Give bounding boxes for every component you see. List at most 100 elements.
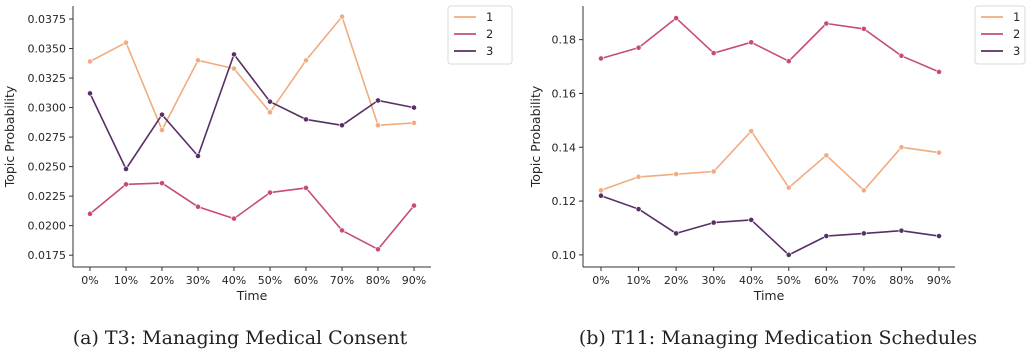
x-tick-label: 20%	[664, 274, 688, 287]
legend-entry: 2	[486, 27, 493, 41]
chart-1: 0.0175 0.0200 0.0225 0.0250 0.0275 0.0300 0.03…	[2, 5, 513, 349]
legend-entry: 3	[1013, 44, 1020, 58]
series-1-point	[785, 184, 792, 191]
series-3-point	[598, 192, 604, 199]
series-2-point	[823, 20, 830, 27]
series-2-point	[159, 180, 165, 187]
x-tick-label: 0%	[81, 274, 98, 287]
series-2-point	[195, 203, 201, 210]
series-2-point	[267, 189, 273, 196]
legend-frame	[974, 5, 1026, 65]
series-1-point	[195, 57, 201, 64]
series-3-point	[159, 111, 165, 118]
series-2-point	[231, 215, 237, 222]
x-tick-label: 70%	[852, 274, 876, 287]
series-2-point	[87, 210, 93, 217]
x-tick-label: 60%	[814, 274, 838, 287]
x-tick-label: 0%	[592, 274, 609, 287]
x-tick-label: 10%	[626, 274, 650, 287]
series-3-point	[375, 97, 381, 104]
y-tick-label: 0.0175	[28, 249, 67, 262]
series-1-point	[159, 127, 165, 133]
series-3-line	[89, 53, 415, 170]
x-tick-label: 50%	[258, 274, 282, 287]
y-tick-label: 0.0225	[28, 190, 67, 203]
series-1-point	[860, 187, 867, 194]
series-2-line	[89, 182, 415, 251]
series-3-point	[936, 233, 942, 239]
series-2-point	[303, 184, 309, 191]
legend-frame	[447, 5, 513, 65]
series-3-point	[87, 90, 93, 97]
y-tick-label: 0.12	[552, 195, 577, 208]
y-tick-label: 0.0350	[28, 43, 67, 56]
x-tick-label: 90%	[402, 274, 426, 287]
y-axis-label: Topic Probability	[2, 85, 17, 188]
y-tick-label: 0.10	[552, 249, 577, 262]
series-1-point	[936, 149, 942, 156]
x-axis-label: Time	[236, 288, 268, 303]
y-tick-label: 0.0275	[28, 131, 67, 144]
series-1-point	[673, 171, 680, 178]
series-3-point	[231, 51, 237, 58]
series-2-line	[600, 17, 940, 73]
series-1-point	[748, 128, 755, 135]
x-tick-label: 30%	[701, 274, 725, 287]
series-2-point	[339, 227, 345, 234]
series-1-point	[303, 57, 309, 64]
legend-entry: 2	[1013, 27, 1020, 41]
legend-entry: 3	[486, 44, 493, 58]
series-2-point	[635, 44, 642, 51]
series-1-point	[823, 152, 830, 159]
series-1-point	[898, 144, 905, 151]
y-tick-label: 0.0200	[28, 220, 67, 233]
series-2-point	[898, 52, 905, 59]
series-3-point	[823, 233, 830, 239]
series-3-point	[267, 98, 273, 105]
y-tick-label: 0.14	[552, 141, 577, 154]
series-2-point	[860, 25, 867, 32]
series-1-line	[600, 130, 940, 192]
series-3-point	[339, 122, 345, 129]
x-tick-label: 40%	[739, 274, 763, 287]
series-3-line	[600, 194, 940, 256]
y-tick-label: 0.0375	[28, 13, 67, 26]
x-tick-label: 50%	[777, 274, 801, 287]
series-3-point	[860, 230, 867, 237]
series-2-point	[673, 15, 680, 22]
legend: 1 2 3	[447, 5, 513, 65]
y-tick-label: 0.18	[552, 34, 577, 47]
y-axis-label: Topic Probability	[528, 85, 543, 188]
x-tick-label: 90%	[927, 274, 951, 287]
series-2-point	[748, 39, 755, 46]
series-2-point	[123, 181, 129, 188]
series-1-point	[231, 65, 237, 72]
series-1-point	[123, 39, 129, 46]
y-tick-label: 0.0300	[28, 102, 67, 115]
x-tick-label: 80%	[889, 274, 913, 287]
x-tick-label: 30%	[186, 274, 210, 287]
series-3-point	[195, 153, 201, 159]
figure-caption: (b) T11: Managing Medication Schedules	[579, 327, 977, 349]
x-tick-label: 80%	[366, 274, 390, 287]
series-1-point	[267, 109, 273, 116]
series-3-point	[898, 227, 905, 234]
series-3-point	[123, 166, 129, 172]
series-1-point	[598, 187, 604, 194]
legend-entry: 1	[486, 10, 493, 24]
chart-2: 0.10 0.12 0.14 0.16 0.18 0% 10% 20% 30% 40% 50% 60%…	[528, 5, 1026, 349]
series-2-point	[936, 69, 942, 75]
x-axis-label: Time	[753, 288, 785, 303]
x-tick-label: 40%	[222, 274, 246, 287]
y-tick-label: 0.16	[552, 87, 577, 100]
series-1-point	[411, 120, 417, 126]
y-tick-label: 0.0325	[28, 72, 67, 85]
x-tick-label: 60%	[294, 274, 318, 287]
x-tick-label: 20%	[150, 274, 174, 287]
y-tick-label: 0.0250	[28, 161, 67, 174]
series-2-point	[375, 246, 381, 253]
figure-caption: (a) T3: Managing Medical Consent	[73, 327, 408, 349]
series-2-point	[598, 55, 604, 62]
series-1-line	[89, 15, 415, 131]
